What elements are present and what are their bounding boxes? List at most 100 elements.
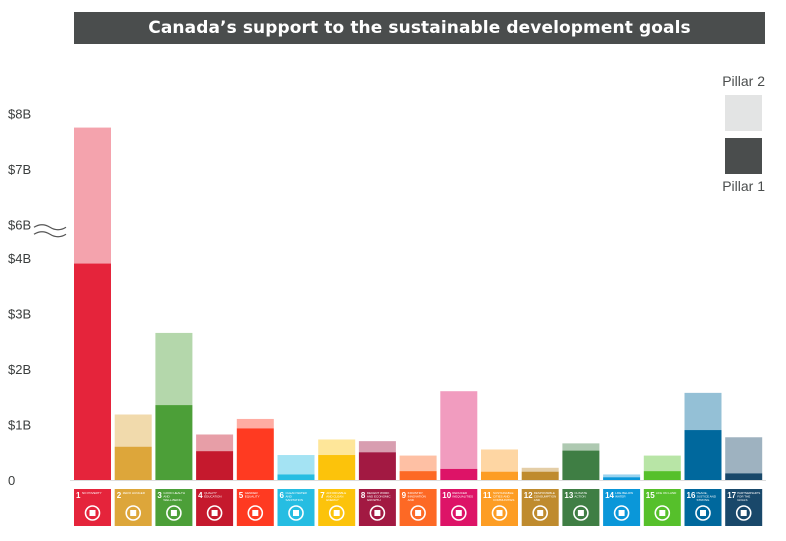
sdg-goal-icon-detail <box>455 510 462 516</box>
sdg-tile-label: LIFE ON LAND <box>656 491 677 495</box>
legend: Pillar 2 Pillar 1 <box>722 73 765 194</box>
sdg-tile-label: CLIMATE <box>574 491 587 495</box>
bar-pillar2-goal-3 <box>155 332 193 406</box>
sdg-tile-label: RESPONSIBLE <box>534 491 555 495</box>
bar-pillar1-goal-13 <box>562 450 600 480</box>
bar-pillar2-goal-7 <box>318 439 356 456</box>
bar-pillar1-goal-1 <box>74 263 111 480</box>
bar-pillar2-goal-16 <box>684 392 722 431</box>
sdg-tile-label: AND <box>534 498 541 502</box>
sdg-tile-label: AFFORDABLE <box>326 491 346 495</box>
sdg-tile-label: CONSUMPTION <box>534 495 557 499</box>
bar-pillar2-goal-15 <box>643 455 681 472</box>
sdg-tile-number: 11 <box>483 491 492 500</box>
sdg-goal-icon <box>125 505 141 521</box>
sdg-tile-number: 7 <box>320 491 325 500</box>
y-axis: 0 $1B $2B $3B $4B $6B $7B $8B <box>8 107 67 488</box>
sdg-goal-icon <box>288 505 304 521</box>
axis-break-mark <box>33 224 67 231</box>
bar-pillar1-goal-4 <box>196 451 234 480</box>
sdg-tile-number: 16 <box>687 491 696 500</box>
sdg-goal-icon-detail <box>740 510 747 516</box>
bar-pillar2-goal-17 <box>725 437 763 474</box>
sdg-goal-icon-detail <box>89 510 96 516</box>
sdg-tile-label: INEQUALITIES <box>452 495 473 499</box>
bar-pillar2-goal-11 <box>481 449 518 472</box>
bar-pillar2-goal-6 <box>277 455 315 475</box>
sdg-goal-icon <box>410 505 426 521</box>
bar-pillar2-goal-8 <box>358 441 396 453</box>
sdg-goal-icon <box>573 505 589 521</box>
sdg-goal-icon-detail <box>415 510 422 516</box>
sdg-tile-label: QUALITY <box>204 491 217 495</box>
sdg-goal-icon-detail <box>130 510 137 516</box>
sdg-tile-label: SUSTAINABLE <box>493 491 513 495</box>
sdg-goal-icon <box>247 505 264 521</box>
chart-title: Canada’s support to the sustainable deve… <box>74 12 765 44</box>
sdg-tile-number: 2 <box>117 491 122 500</box>
sdg-tile-label: GOALS <box>737 498 747 502</box>
sdg-goal-icon-detail <box>659 510 666 516</box>
sdg-tile-number: 3 <box>157 491 162 500</box>
legend-swatch-pillar2 <box>725 95 762 131</box>
sdg-tile-goal-15: 15 LIFE ON LAND <box>643 489 681 526</box>
sdg-tile-label: AND <box>286 495 293 499</box>
y-tick-label: $6B <box>8 218 31 233</box>
sdg-tile-number: 6 <box>280 491 285 500</box>
sdg-goal-icon <box>206 505 223 521</box>
sdg-tile-label: EDUCATION <box>204 495 221 499</box>
sdg-tile-number: 17 <box>727 491 736 500</box>
sdg-tile-label: AND ECONOMIC <box>367 495 392 499</box>
sdg-goal-icon <box>613 505 630 521</box>
bar-pillar2-goal-12 <box>521 467 559 472</box>
bar-pillar1-goal-17 <box>725 473 763 480</box>
sdg-tile-goal-1: 1 NO POVERTY <box>74 489 111 526</box>
sdg-tile-label: AND CLEAN <box>326 495 343 499</box>
bar-pillar2-goal-4 <box>196 434 234 452</box>
sdg-goal-icon-detail <box>618 510 625 516</box>
y-tick-label: $4B <box>8 251 31 266</box>
sdg-goal-icon <box>166 505 182 521</box>
sdg-tile-label: INDUSTRY, <box>408 491 424 495</box>
sdg-tile-label: ACTION <box>574 495 585 499</box>
sdg-tile-label: STRONG <box>697 498 711 502</box>
bar-pillar1-goal-6 <box>277 474 315 480</box>
sdg-tile-label: LIFE BELOW <box>615 491 633 495</box>
sdg-goal-icon-detail <box>293 510 299 516</box>
bar-pillar1-goal-5 <box>236 428 274 480</box>
sdg-tile-label: ZERO HUNGER <box>123 491 146 495</box>
sdg-tile-label: WATER <box>615 495 626 499</box>
bar-pillar1-goal-3 <box>155 405 193 480</box>
bar-pillar2-goal-1 <box>74 127 111 264</box>
sdg-tile-label: CLEAN WATER <box>286 491 308 495</box>
sdg-tile-label: ENERGY <box>326 498 339 502</box>
sdg-goal-icon-detail <box>333 510 340 516</box>
legend-label-pillar1: Pillar 1 <box>722 178 765 194</box>
y-tick-label: $8B <box>8 107 31 122</box>
sdg-tile-label: NO POVERTY <box>82 491 102 495</box>
sdg-tile-label: SANITATION <box>286 498 304 502</box>
sdg-goal-icon <box>450 505 467 521</box>
sdg-tile-label: CITIES AND <box>493 495 511 499</box>
bar-pillar1-goal-12 <box>521 471 559 480</box>
sdg-tile-label: REDUCED <box>452 491 468 495</box>
sdg-tile-number: 4 <box>198 491 203 500</box>
sdg-tile-number: 8 <box>361 491 366 500</box>
bar-pillar1-goal-14 <box>603 477 641 480</box>
sdg-goal-icon <box>735 505 752 521</box>
bar-pillar1-goal-15 <box>643 471 681 480</box>
bar-pillar1-goal-10 <box>440 468 478 480</box>
sdg-tile-number: 9 <box>402 491 407 500</box>
y-tick-label: $3B <box>8 307 31 322</box>
sdg-goal-icon <box>84 505 101 521</box>
sdg-tile-number: 5 <box>239 491 244 500</box>
